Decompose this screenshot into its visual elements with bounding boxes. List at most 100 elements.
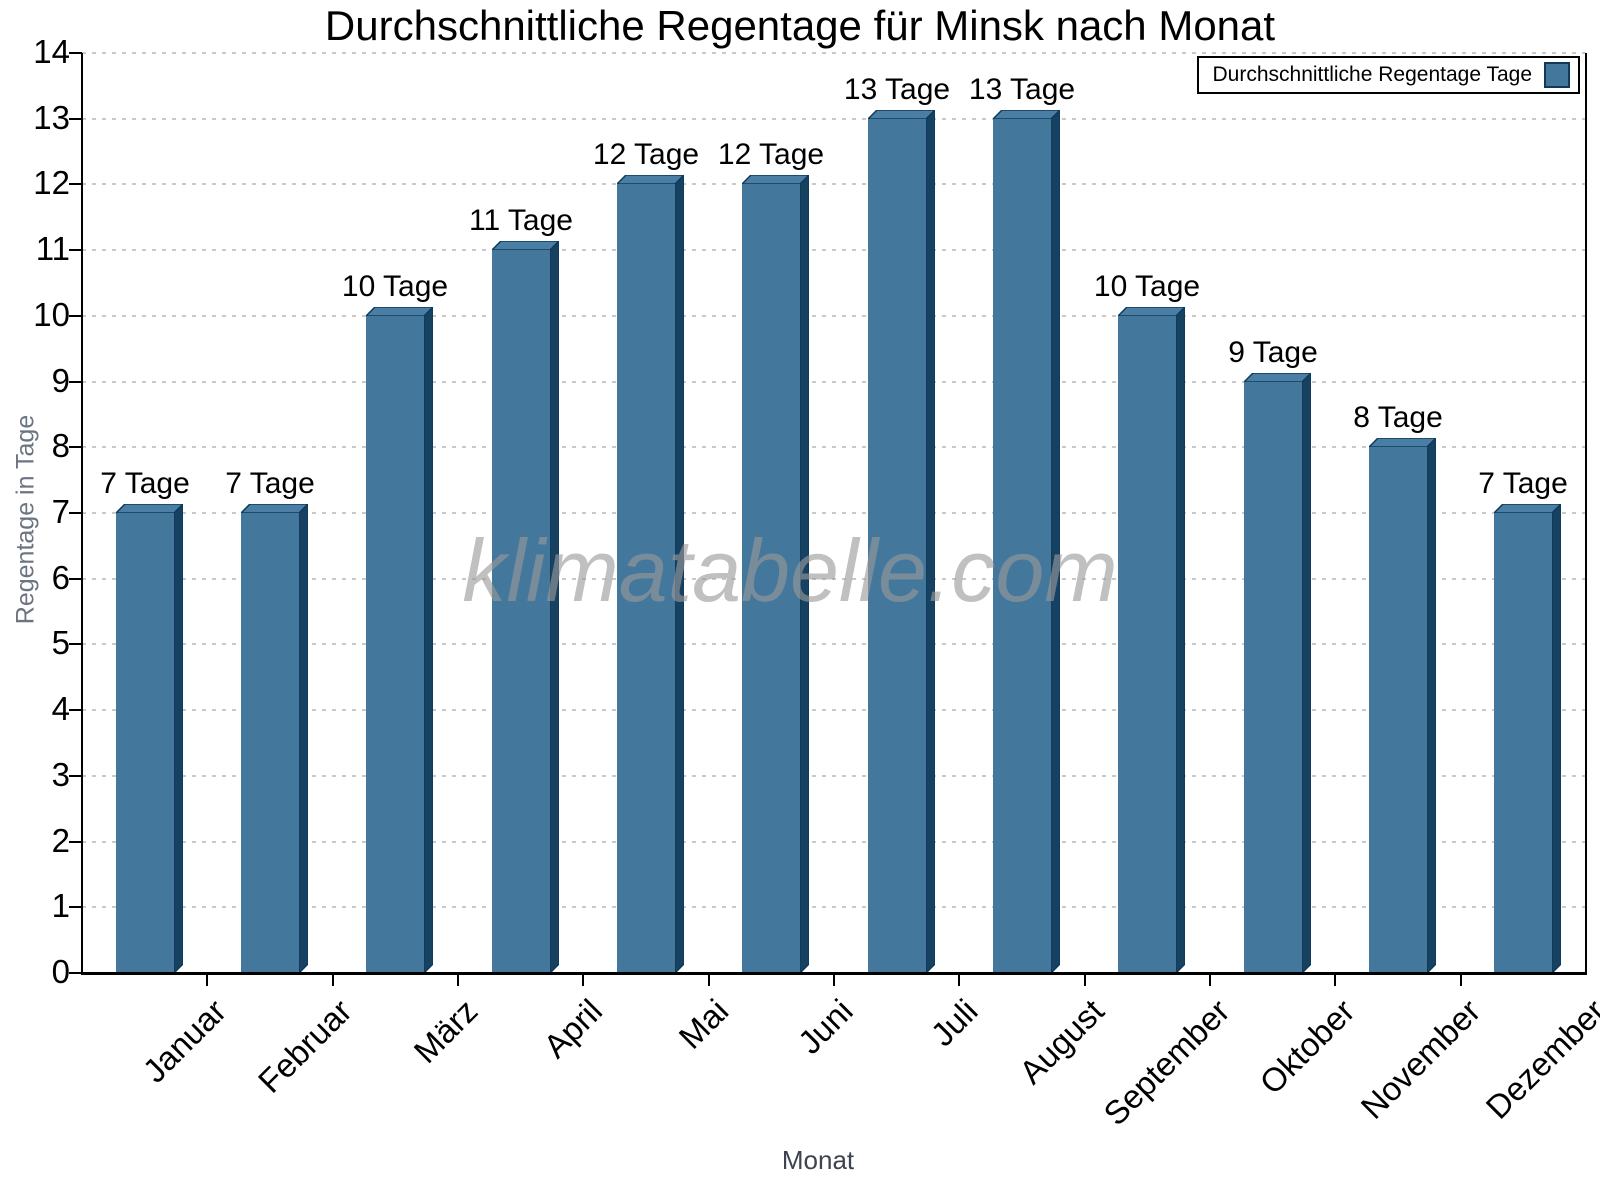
y-tick <box>69 709 82 712</box>
bar-value-label: 10 Tage <box>341 270 449 303</box>
y-tick-label: 7 <box>51 493 70 530</box>
x-tick-label: September <box>1095 992 1237 1133</box>
gridline <box>82 249 1586 252</box>
bar-value-label: 12 Tage <box>717 138 825 171</box>
gridline <box>82 512 1586 514</box>
x-tick-label: Februar <box>251 992 360 1100</box>
x-tick <box>1083 973 1086 986</box>
y-tick-label: 13 <box>33 98 70 136</box>
y-tick <box>69 840 82 843</box>
bar-juli <box>866 108 937 975</box>
x-tick <box>582 973 585 986</box>
x-tick-label: Mai <box>671 992 736 1056</box>
gridline <box>82 314 1586 317</box>
y-tick <box>69 117 82 120</box>
bar-dezember <box>1492 502 1563 975</box>
gridline <box>82 446 1586 449</box>
gridline <box>82 643 1586 646</box>
x-tick <box>833 973 835 986</box>
x-tick <box>1459 973 1462 986</box>
x-tick-label: Oktober <box>1251 992 1362 1102</box>
bar-value-label: 7 Tage <box>1478 467 1568 500</box>
legend: Durchschnittliche Regentage Tage <box>1196 56 1580 94</box>
bar-value-label: 13 Tage <box>968 73 1076 106</box>
x-tick <box>958 973 961 986</box>
y-tick-label: 4 <box>51 690 70 728</box>
gridline <box>82 774 1586 777</box>
x-tick <box>1209 973 1211 986</box>
x-tick-label: November <box>1353 992 1488 1126</box>
y-tick-label: 5 <box>51 624 70 662</box>
bar-value-label: 9 Tage <box>1228 336 1318 369</box>
bar-value-label: 10 Tage <box>1093 270 1201 303</box>
y-tick <box>69 314 82 317</box>
gridline <box>82 906 1586 909</box>
bar-oktober <box>1242 371 1313 975</box>
y-tick-label: 8 <box>51 427 70 465</box>
x-tick-label: Juli <box>923 992 986 1054</box>
chart-title: Durchschnittliche Regentage für Minsk na… <box>324 2 1276 49</box>
y-tick <box>69 52 82 54</box>
x-tick <box>331 973 334 986</box>
bar-november <box>1367 436 1438 975</box>
x-axis-line <box>81 972 1587 975</box>
x-axis-title: Monat <box>781 1145 855 1175</box>
bar-august <box>991 108 1062 975</box>
y-tick <box>69 512 82 514</box>
gridline <box>82 709 1586 712</box>
bar-value-label: 12 Tage <box>592 138 700 171</box>
y-tick <box>69 774 82 777</box>
bar-september <box>1116 305 1187 975</box>
gridline <box>82 380 1586 383</box>
y-tick-label: 1 <box>51 887 70 925</box>
bar-mai <box>615 173 686 975</box>
x-tick-label: Januar <box>135 992 234 1090</box>
x-tick-label: März <box>406 992 485 1071</box>
x-tick-label: Juni <box>791 992 861 1061</box>
bar-value-label: 8 Tage <box>1353 401 1443 434</box>
y-tick <box>69 183 82 186</box>
bar-juni <box>740 173 811 975</box>
y-tick <box>69 577 82 580</box>
bar-februar <box>239 502 310 975</box>
gridline <box>82 52 1586 54</box>
x-tick <box>707 973 710 986</box>
y-tick-label: 3 <box>51 755 70 793</box>
y-tick <box>69 380 82 383</box>
y-tick <box>69 906 82 909</box>
plot-right-border <box>1585 53 1587 975</box>
y-tick-label: 12 <box>33 164 70 202</box>
y-tick <box>69 446 82 449</box>
gridline <box>82 840 1586 843</box>
y-tick-label: 9 <box>51 361 70 399</box>
x-tick-label: August <box>1012 992 1112 1091</box>
legend-swatch-icon <box>1544 62 1570 88</box>
bar-value-label: 13 Tage <box>843 73 951 106</box>
x-tick-label: Dezember <box>1478 992 1600 1126</box>
gridline <box>82 577 1586 580</box>
y-tick <box>69 249 82 252</box>
bar-value-label: 7 Tage <box>100 467 190 500</box>
y-tick-label: 14 <box>33 33 70 70</box>
y-axis-line <box>81 53 83 975</box>
x-tick <box>1334 973 1337 986</box>
gridline <box>82 183 1586 186</box>
y-tick <box>69 972 82 974</box>
y-tick-label: 6 <box>51 558 70 596</box>
y-tick <box>69 643 82 646</box>
x-tick-label: April <box>536 992 610 1065</box>
bar-value-label: 11 Tage <box>469 204 573 237</box>
y-tick-label: 10 <box>33 295 70 333</box>
bar-märz <box>364 305 435 975</box>
legend-label: Durchschnittliche Regentage Tage <box>1212 63 1532 86</box>
bar-value-label: 7 Tage <box>225 467 315 500</box>
gridline <box>82 117 1586 120</box>
y-tick-label: 2 <box>51 821 70 859</box>
x-tick <box>457 973 459 986</box>
bar-januar <box>114 502 185 975</box>
x-tick <box>206 973 209 986</box>
y-tick-label: 11 <box>35 230 70 268</box>
bar-april <box>490 239 561 975</box>
y-tick-label: 0 <box>51 953 70 990</box>
